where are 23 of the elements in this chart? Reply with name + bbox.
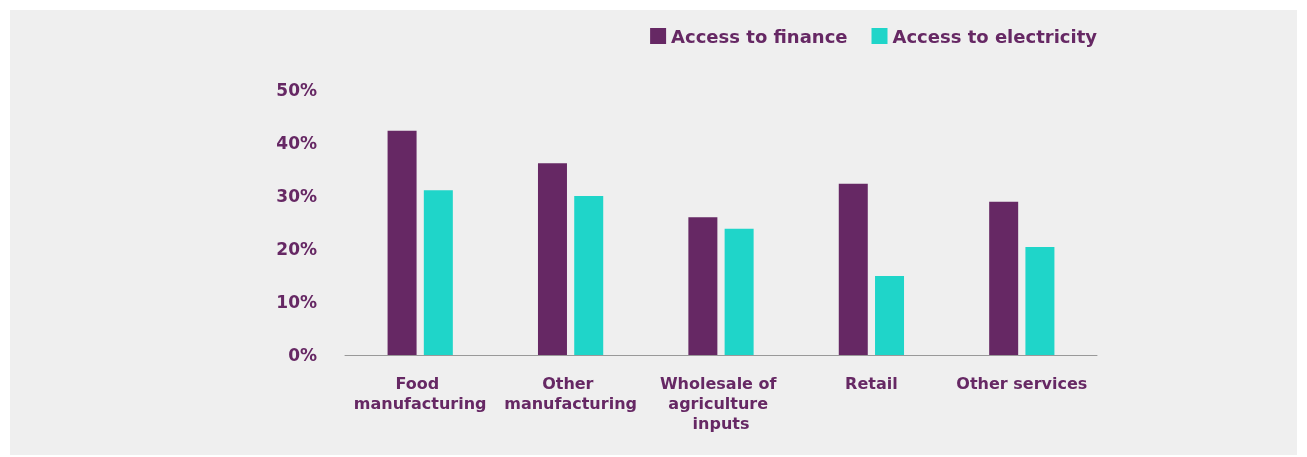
legend-label: Access to finance [671, 25, 848, 47]
y-tick-label: 50% [276, 80, 317, 100]
bar [989, 201, 1019, 355]
x-tick-label: Food manufacturing [353, 373, 487, 413]
bar [838, 183, 868, 355]
bar [875, 276, 905, 355]
bar [688, 217, 718, 355]
y-tick-label: 20% [276, 239, 317, 259]
bar [537, 163, 567, 355]
bar [423, 190, 453, 355]
bar [574, 196, 604, 355]
bar [724, 228, 754, 355]
y-tick-label: 30% [276, 186, 317, 206]
legend-label: Access to electricity [892, 25, 1098, 47]
x-tick-label: Other services [956, 373, 1088, 393]
bar [1025, 246, 1055, 355]
y-tick-label: 40% [276, 133, 317, 153]
y-tick-label: 10% [276, 292, 317, 312]
x-tick-label: Other manufacturing [504, 373, 637, 413]
y-tick-label: 0% [288, 345, 317, 365]
x-tick-label: Retail [845, 373, 898, 393]
x-tick-label: Wholesale of agriculture inputs [659, 373, 783, 433]
bar [387, 130, 417, 355]
